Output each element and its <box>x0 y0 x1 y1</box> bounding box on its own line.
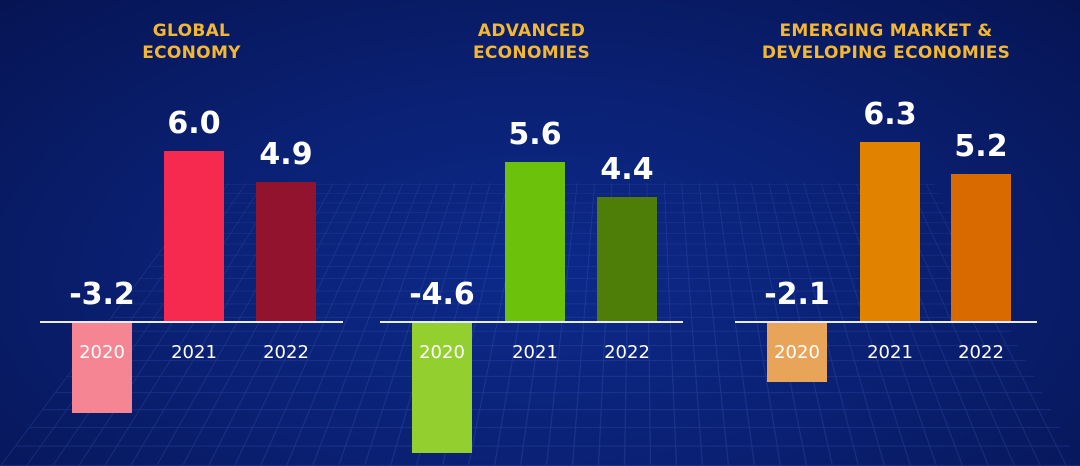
chart-title-line: EMERGING MARKET & <box>735 20 1037 42</box>
bar-2022 <box>597 197 657 322</box>
chart-title: EMERGING MARKET & DEVELOPING ECONOMIES <box>735 20 1037 64</box>
chart-title-line: ECONOMY <box>40 42 343 64</box>
x-tick-label: 2022 <box>246 342 326 364</box>
chart-title: ADVANCED ECONOMIES <box>380 20 683 64</box>
data-label: -4.6 <box>382 278 502 312</box>
baseline-axis <box>380 321 683 323</box>
x-tick-label: 2022 <box>941 342 1021 364</box>
x-tick-label: 2021 <box>850 342 930 364</box>
emerging-developing-economies-panel: EMERGING MARKET & DEVELOPING ECONOMIES -2.… <box>735 0 1037 466</box>
data-label: 5.6 <box>475 118 595 152</box>
bar-2020 <box>72 322 132 413</box>
x-tick-label: 2020 <box>402 342 482 364</box>
advanced-economies-panel: ADVANCED ECONOMIES -4.6 2020 5.6 2021 4.4 2022 <box>380 0 683 466</box>
data-label: -2.1 <box>737 278 857 312</box>
data-label: 6.0 <box>134 107 254 141</box>
bar-2022 <box>951 174 1011 322</box>
baseline-axis <box>40 321 343 323</box>
x-tick-label: 2020 <box>62 342 142 364</box>
chart-title-line: DEVELOPING ECONOMIES <box>735 42 1037 64</box>
data-label: 4.9 <box>226 138 346 172</box>
chart-title: GLOBAL ECONOMY <box>40 20 343 64</box>
baseline-axis <box>735 321 1037 323</box>
data-label: 6.3 <box>830 98 950 132</box>
bar-2021 <box>860 142 920 322</box>
chart-title-line: ADVANCED <box>380 20 683 42</box>
x-tick-label: 2020 <box>757 342 837 364</box>
chart-title-line: ECONOMIES <box>380 42 683 64</box>
chart-title-line: GLOBAL <box>40 20 343 42</box>
data-label: 5.2 <box>921 130 1041 164</box>
data-label: 4.4 <box>567 153 687 187</box>
bar-2021 <box>505 162 565 322</box>
x-tick-label: 2021 <box>495 342 575 364</box>
x-tick-label: 2022 <box>587 342 667 364</box>
x-tick-label: 2021 <box>154 342 234 364</box>
bar-2021 <box>164 151 224 322</box>
data-label: -3.2 <box>42 278 162 312</box>
global-economy-panel: GLOBAL ECONOMY -3.2 2020 6.0 2021 4.9 2022 <box>40 0 343 466</box>
bar-2022 <box>256 182 316 322</box>
